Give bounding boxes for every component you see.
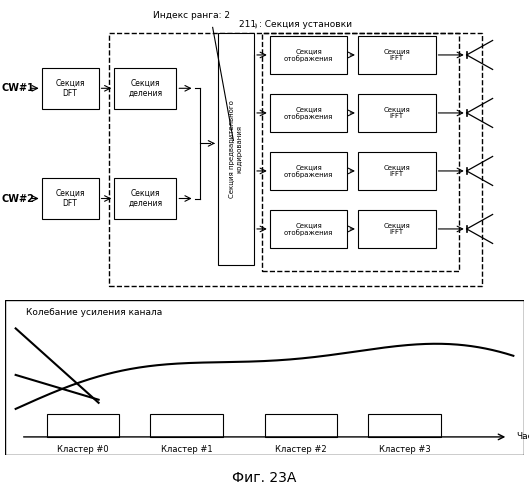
- Bar: [218, 33, 254, 265]
- Text: Секция
IFFT: Секция IFFT: [384, 164, 410, 177]
- Text: Секция
деления: Секция деления: [128, 78, 162, 98]
- Text: Фиг. 23А: Фиг. 23А: [232, 470, 297, 484]
- Bar: [270, 36, 348, 74]
- Bar: [42, 178, 98, 219]
- Text: Секция
отображения: Секция отображения: [284, 222, 333, 236]
- Text: Секция
IFFT: Секция IFFT: [384, 48, 410, 62]
- Bar: [270, 210, 348, 248]
- Bar: [270, 152, 348, 190]
- Text: Кластер #3: Кластер #3: [379, 446, 431, 454]
- Bar: [368, 414, 441, 437]
- Bar: [270, 94, 348, 132]
- Bar: [358, 36, 435, 74]
- Text: Кластер #2: Кластер #2: [275, 446, 326, 454]
- Bar: [358, 94, 435, 132]
- Text: Кластер #0: Кластер #0: [57, 446, 109, 454]
- Text: Секция
IFFT: Секция IFFT: [384, 222, 410, 235]
- Bar: [150, 414, 223, 437]
- Bar: [42, 68, 98, 108]
- Bar: [114, 68, 176, 108]
- Text: Секция
деления: Секция деления: [128, 189, 162, 208]
- Text: Кластер #1: Кластер #1: [161, 446, 213, 454]
- Text: Индекс ранга: 2: Индекс ранга: 2: [153, 12, 231, 20]
- Text: Секция
DFT: Секция DFT: [56, 78, 85, 98]
- Text: Секция
отображения: Секция отображения: [284, 48, 333, 62]
- Text: Секция предварительного
кодирования: Секция предварительного кодирования: [230, 100, 242, 198]
- Bar: [114, 178, 176, 219]
- Bar: [264, 414, 337, 437]
- Text: CW#2: CW#2: [2, 194, 35, 203]
- Text: CW#1: CW#1: [2, 84, 35, 94]
- Text: Секция
отображения: Секция отображения: [284, 164, 333, 178]
- Bar: [47, 414, 120, 437]
- Text: Секция
отображения: Секция отображения: [284, 106, 333, 120]
- Text: Секция
DFT: Секция DFT: [56, 189, 85, 208]
- Text: Секция
IFFT: Секция IFFT: [384, 106, 410, 120]
- Bar: [358, 210, 435, 248]
- Text: 211 : Секция установки: 211 : Секция установки: [239, 20, 352, 29]
- Text: Колебание усиления канала: Колебание усиления канала: [26, 308, 162, 318]
- Text: Частота: Частота: [516, 432, 529, 442]
- Bar: [358, 152, 435, 190]
